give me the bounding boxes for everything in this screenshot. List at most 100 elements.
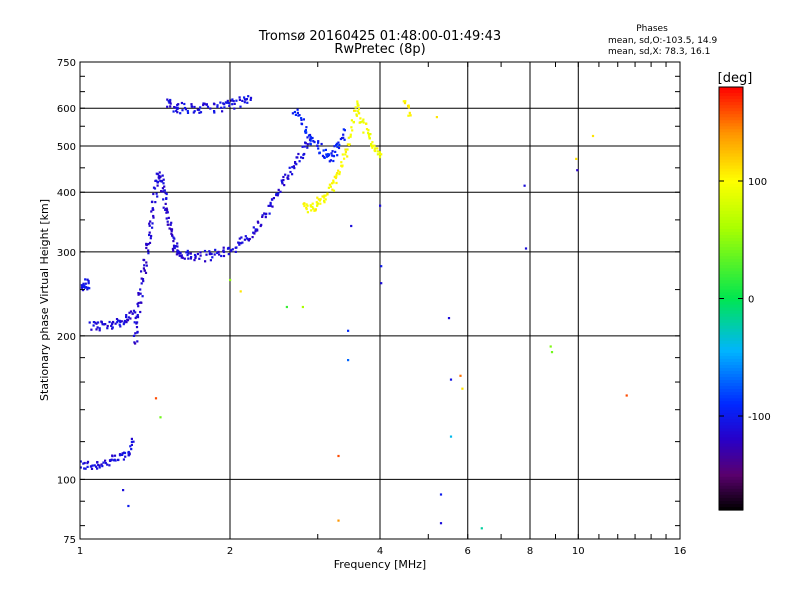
- data-point: [213, 111, 216, 114]
- data-point: [108, 464, 111, 467]
- colorbar-segment: [719, 440, 743, 445]
- data-point: [141, 278, 145, 281]
- data-point: [185, 251, 188, 254]
- data-point: [158, 171, 161, 174]
- colorbar-segment: [719, 313, 743, 318]
- data-point: [113, 454, 117, 457]
- data-point: [81, 284, 84, 287]
- data-point: [310, 209, 313, 212]
- data-point: [241, 241, 244, 244]
- data-point: [367, 131, 370, 134]
- data-point: [86, 460, 90, 463]
- data-point: [137, 305, 140, 308]
- data-point: [269, 204, 272, 207]
- data-point: [202, 103, 205, 107]
- data-point: [136, 331, 139, 334]
- data-point: [183, 106, 187, 110]
- data-point: [234, 250, 237, 253]
- data-point: [376, 150, 379, 153]
- data-point: [149, 220, 152, 223]
- data-point: [118, 453, 122, 456]
- data-point: [178, 254, 181, 257]
- colorbar-segment: [719, 446, 743, 451]
- colorbar-segment: [719, 286, 743, 291]
- data-point: [309, 139, 312, 142]
- colorbar-segment: [719, 232, 743, 236]
- data-point: [272, 197, 275, 200]
- data-point: [109, 459, 112, 462]
- data-point: [199, 254, 202, 257]
- colorbar-segment: [719, 386, 743, 390]
- colorbar-segment: [719, 331, 743, 336]
- data-point: [305, 131, 308, 134]
- data-point: [179, 112, 182, 115]
- data-point: [203, 249, 207, 253]
- colorbar-segment: [719, 180, 743, 185]
- colorbar-segment: [719, 349, 743, 354]
- data-point: [238, 241, 241, 244]
- data-point: [347, 143, 350, 146]
- data-point: [293, 110, 296, 114]
- phase-colorbar: [718, 86, 744, 511]
- data-point: [169, 100, 172, 103]
- data-point: [257, 221, 260, 224]
- data-point: [134, 332, 137, 335]
- data-point: [183, 257, 186, 260]
- data-point: [365, 128, 369, 131]
- data-point: [243, 96, 246, 99]
- data-point: [139, 310, 142, 314]
- data-point: [289, 170, 292, 174]
- data-point: [331, 150, 334, 153]
- data-point: [271, 205, 274, 208]
- data-point: [163, 189, 166, 192]
- data-point: [127, 454, 130, 457]
- colorbar-segment: [719, 156, 743, 161]
- data-point: [152, 214, 155, 218]
- data-point: [92, 321, 95, 324]
- data-point: [143, 269, 146, 272]
- data-point: [256, 229, 259, 232]
- data-point: [243, 101, 246, 104]
- data-point: [575, 157, 578, 160]
- data-point: [337, 141, 340, 144]
- data-point: [246, 101, 249, 104]
- data-point: [180, 254, 183, 257]
- data-point: [114, 459, 117, 462]
- colorbar-segment: [719, 322, 743, 327]
- data-point: [125, 315, 128, 319]
- data-point: [341, 153, 344, 156]
- data-point: [147, 252, 150, 255]
- data-point: [162, 198, 165, 201]
- data-point: [209, 107, 212, 110]
- data-point: [84, 278, 87, 281]
- data-point: [354, 109, 357, 112]
- colorbar-segment: [719, 452, 743, 457]
- colorbar-segment: [719, 99, 743, 103]
- data-point: [281, 181, 284, 184]
- data-point: [203, 102, 206, 105]
- data-point: [350, 119, 353, 122]
- data-point: [151, 207, 154, 210]
- colorbar-segment: [719, 105, 743, 109]
- data-point: [312, 207, 315, 210]
- colorbar-segment: [719, 283, 743, 288]
- data-point: [145, 261, 148, 264]
- data-point: [220, 106, 223, 109]
- data-point: [129, 317, 132, 320]
- data-point: [198, 257, 201, 260]
- data-point: [165, 197, 168, 200]
- data-point: [296, 108, 299, 111]
- data-point: [90, 328, 93, 331]
- data-point: [332, 155, 336, 158]
- data-point: [180, 101, 183, 105]
- data-point: [343, 138, 346, 141]
- data-point: [404, 100, 407, 103]
- data-point: [232, 100, 235, 103]
- data-point: [373, 149, 376, 152]
- data-point: [108, 320, 111, 324]
- data-point: [98, 464, 101, 467]
- data-point: [370, 143, 373, 146]
- data-point: [148, 233, 151, 237]
- data-point: [304, 141, 307, 144]
- data-point: [95, 465, 98, 468]
